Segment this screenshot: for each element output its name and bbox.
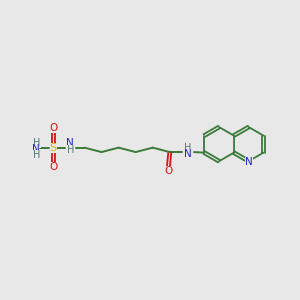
Text: O: O [164, 167, 172, 176]
Text: N: N [32, 144, 39, 154]
Text: O: O [49, 162, 57, 172]
Text: O: O [49, 123, 57, 133]
Text: N: N [245, 158, 253, 167]
Text: H: H [33, 138, 41, 148]
Text: N: N [66, 138, 74, 148]
Text: H: H [33, 150, 41, 160]
Text: H: H [184, 142, 192, 153]
Text: N: N [184, 148, 192, 158]
Text: S: S [50, 142, 57, 153]
Text: H: H [67, 145, 74, 155]
